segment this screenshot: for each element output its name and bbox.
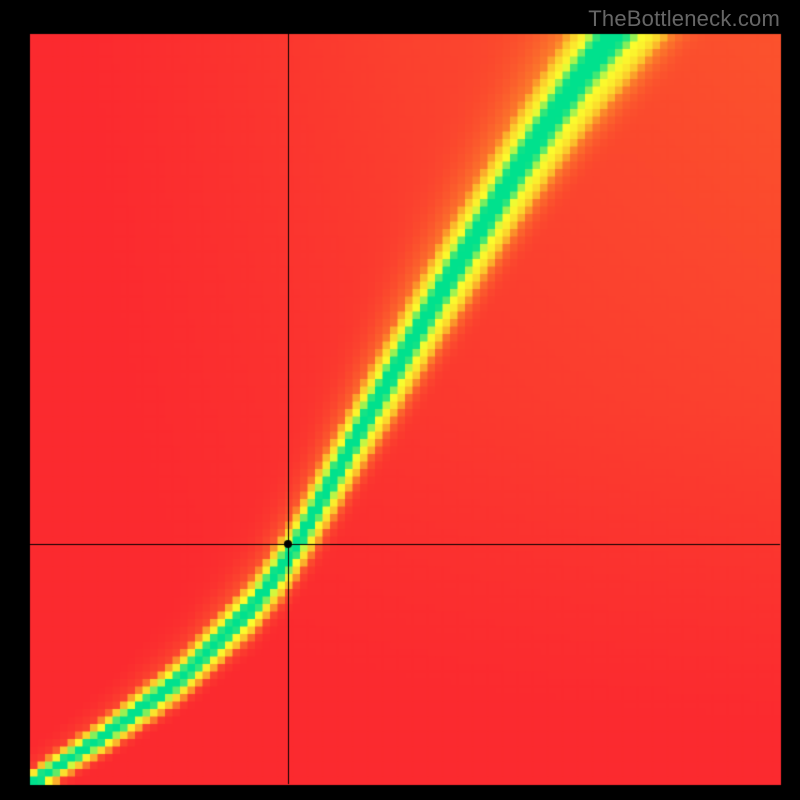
watermark-text: TheBottleneck.com [588,6,780,32]
heatmap-canvas [0,0,800,800]
